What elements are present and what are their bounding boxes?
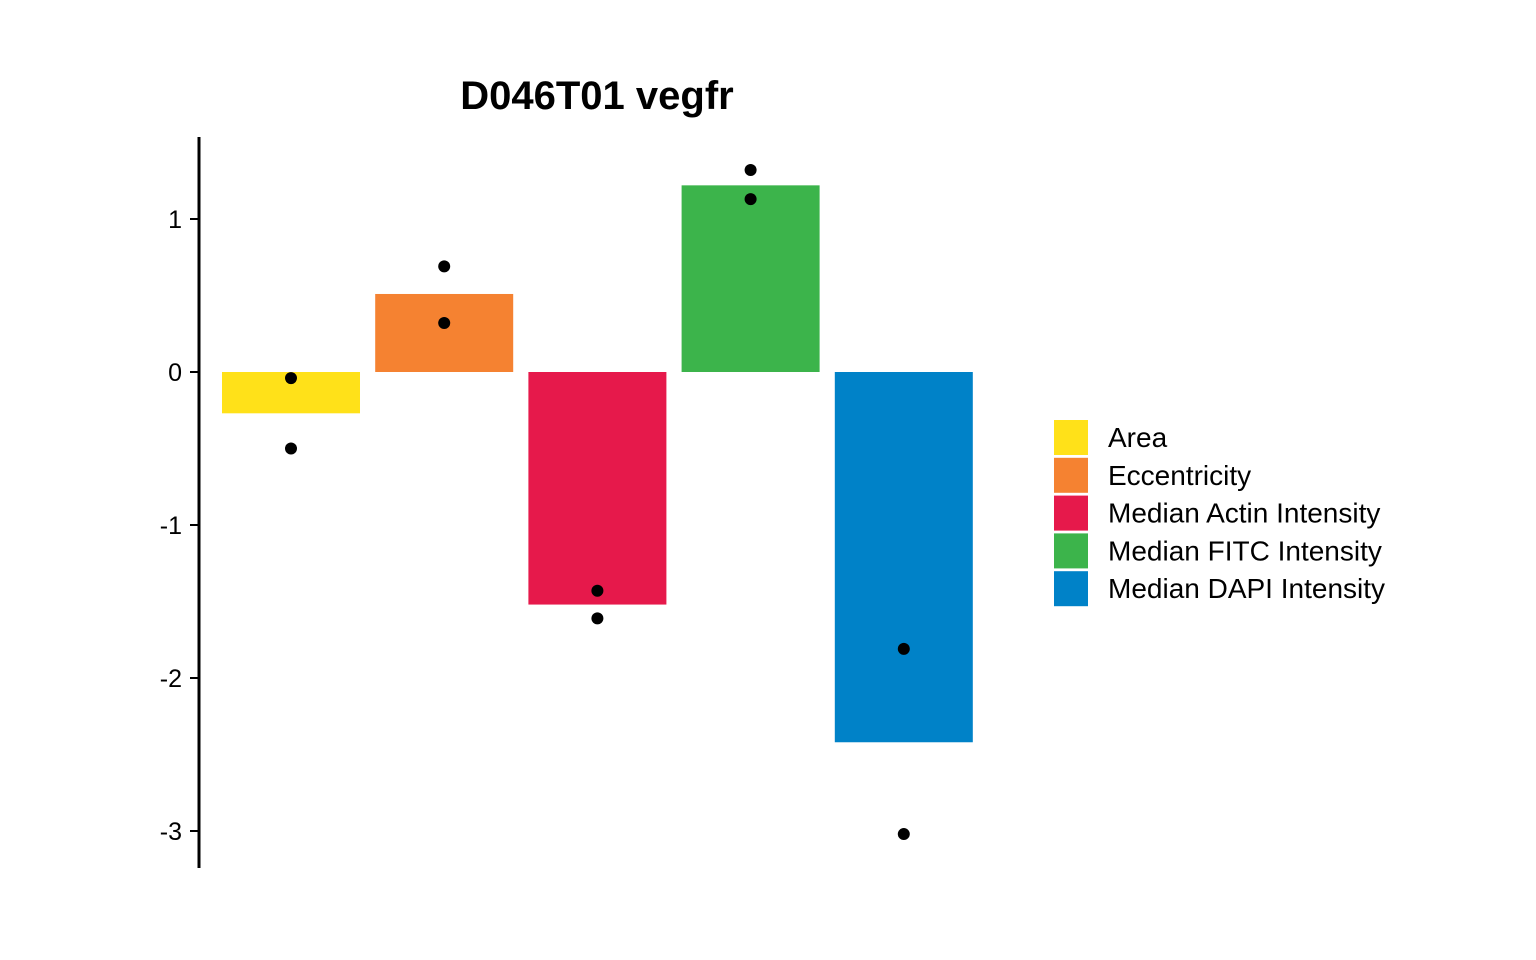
legend-label-0: Area — [1108, 422, 1168, 453]
legend-swatch-4 — [1054, 571, 1088, 607]
legend-swatch-2 — [1054, 495, 1088, 531]
point-3-1 — [744, 193, 757, 206]
legend-label-1: Eccentricity — [1108, 460, 1251, 491]
y-tick-label-2: -1 — [160, 512, 182, 540]
bar-4 — [834, 372, 973, 743]
point-4-1 — [897, 828, 910, 841]
points-group — [285, 164, 910, 841]
bars-group — [222, 185, 973, 743]
point-1-0 — [438, 260, 451, 273]
y-tick-label-4: -3 — [160, 818, 182, 846]
point-2-1 — [591, 612, 604, 625]
legend-swatch-3 — [1054, 533, 1088, 569]
point-1-1 — [438, 317, 451, 330]
y-axis: 1 0 -1 -2 -3 — [160, 206, 199, 846]
y-tick-label-1: 0 — [168, 359, 182, 387]
chart-title: D046T01 vegfr — [460, 74, 733, 118]
point-3-0 — [744, 164, 757, 177]
bar-2 — [528, 372, 667, 605]
legend-label-2: Median Actin Intensity — [1108, 498, 1380, 529]
y-tick-label-0: 1 — [168, 206, 182, 234]
bar-1 — [375, 293, 514, 372]
y-tick-label-3: -2 — [160, 665, 182, 693]
legend: Area Eccentricity Median Actin Intensity Me… — [1054, 420, 1385, 607]
point-4-0 — [897, 642, 910, 655]
point-2-0 — [591, 584, 604, 597]
point-0-1 — [285, 442, 297, 455]
legend-label-3: Median FITC Intensity — [1108, 535, 1382, 566]
legend-swatch-1 — [1054, 457, 1088, 493]
legend-label-4: Median DAPI Intensity — [1108, 573, 1385, 604]
legend-swatch-0 — [1054, 420, 1088, 455]
bar-3 — [681, 185, 820, 372]
point-0-0 — [285, 372, 297, 385]
